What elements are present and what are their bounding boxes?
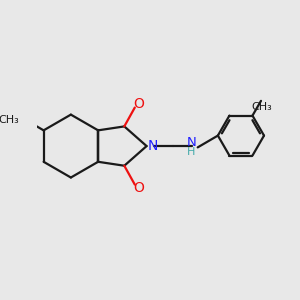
- Text: H: H: [187, 147, 195, 157]
- Text: CH₃: CH₃: [251, 102, 272, 112]
- Text: CH₃: CH₃: [0, 115, 20, 125]
- Text: N: N: [147, 139, 158, 152]
- Text: O: O: [133, 98, 144, 111]
- Text: N: N: [186, 136, 196, 149]
- Text: O: O: [133, 181, 144, 195]
